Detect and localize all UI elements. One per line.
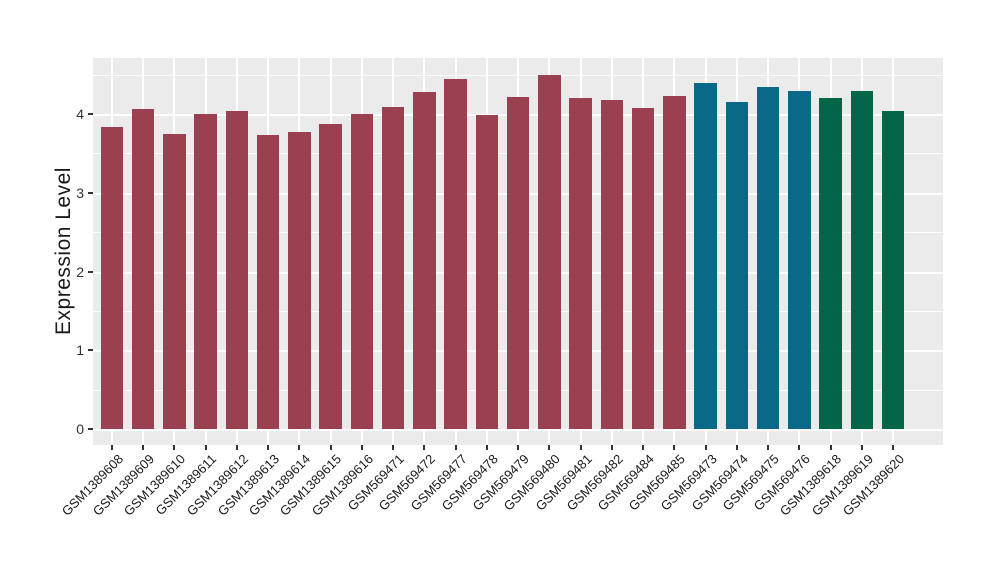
bar-GSM569484 xyxy=(631,108,655,429)
bar-GSM569480 xyxy=(538,74,561,429)
x-tick-mark xyxy=(767,445,769,450)
x-tick-mark xyxy=(454,445,457,450)
x-tick-mark xyxy=(423,445,426,450)
y-tick-mark xyxy=(88,349,93,352)
x-tick-mark xyxy=(360,445,363,450)
y-tick-label: 4 xyxy=(76,106,84,122)
bar-GSM569478 xyxy=(475,114,498,429)
y-tick-mark xyxy=(88,270,93,273)
bar-GSM569475 xyxy=(756,87,780,429)
bar-GSM1389613 xyxy=(256,135,280,429)
x-tick-mark xyxy=(142,445,144,450)
bar-GSM569481 xyxy=(569,98,592,429)
x-tick-mark xyxy=(735,445,738,450)
bar-GSM569472 xyxy=(413,91,436,429)
bar-GSM569476 xyxy=(788,91,811,429)
bar-GSM1389612 xyxy=(225,110,248,429)
bar-GSM1389610 xyxy=(163,133,186,429)
x-tick-mark xyxy=(704,445,707,450)
x-tick-mark xyxy=(110,445,113,450)
x-tick-mark xyxy=(204,445,207,450)
x-tick-mark xyxy=(173,445,176,450)
x-tick-mark xyxy=(298,445,301,450)
bar-GSM1389620 xyxy=(881,110,905,429)
x-tick-mark xyxy=(548,445,551,450)
x-tick-mark xyxy=(579,445,582,450)
x-tick-mark xyxy=(798,445,801,450)
bar-GSM569477 xyxy=(444,78,467,429)
x-tick-mark xyxy=(673,445,676,450)
bar-GSM569474 xyxy=(725,102,748,429)
x-tick-mark xyxy=(892,445,894,450)
bar-GSM1389608 xyxy=(100,127,123,429)
x-tick-mark xyxy=(829,445,832,450)
bar-GSM1389619 xyxy=(850,91,873,429)
bar-GSM1389616 xyxy=(350,114,373,429)
bar-GSM569473 xyxy=(694,83,717,429)
plot-panel xyxy=(93,58,943,445)
bar-GSM1389614 xyxy=(288,132,311,429)
x-tick-mark xyxy=(329,445,332,450)
x-tick-mark xyxy=(485,445,488,450)
x-tick-mark xyxy=(392,445,394,450)
x-tick-mark xyxy=(517,445,519,450)
y-tick-mark xyxy=(88,113,93,115)
y-tick-label: 0 xyxy=(76,421,84,437)
x-tick-mark xyxy=(235,445,238,450)
y-tick-label: 1 xyxy=(76,342,84,359)
y-tick-label: 2 xyxy=(76,263,84,280)
x-tick-mark xyxy=(642,445,644,450)
x-tick-mark xyxy=(610,445,613,450)
x-tick-mark xyxy=(267,445,269,450)
bar-GSM569482 xyxy=(600,99,623,429)
bar-GSM569479 xyxy=(506,97,530,429)
bar-GSM1389609 xyxy=(131,109,155,429)
bar-GSM1389615 xyxy=(319,124,342,429)
bar-GSM569485 xyxy=(663,95,686,429)
y-tick-mark xyxy=(88,428,93,430)
bar-GSM1389611 xyxy=(194,114,217,429)
y-tick-label: 3 xyxy=(76,184,84,201)
y-tick-mark xyxy=(88,191,93,194)
bar-GSM1389618 xyxy=(819,98,842,429)
bar-GSM569471 xyxy=(381,106,405,429)
x-tick-mark xyxy=(860,445,863,450)
